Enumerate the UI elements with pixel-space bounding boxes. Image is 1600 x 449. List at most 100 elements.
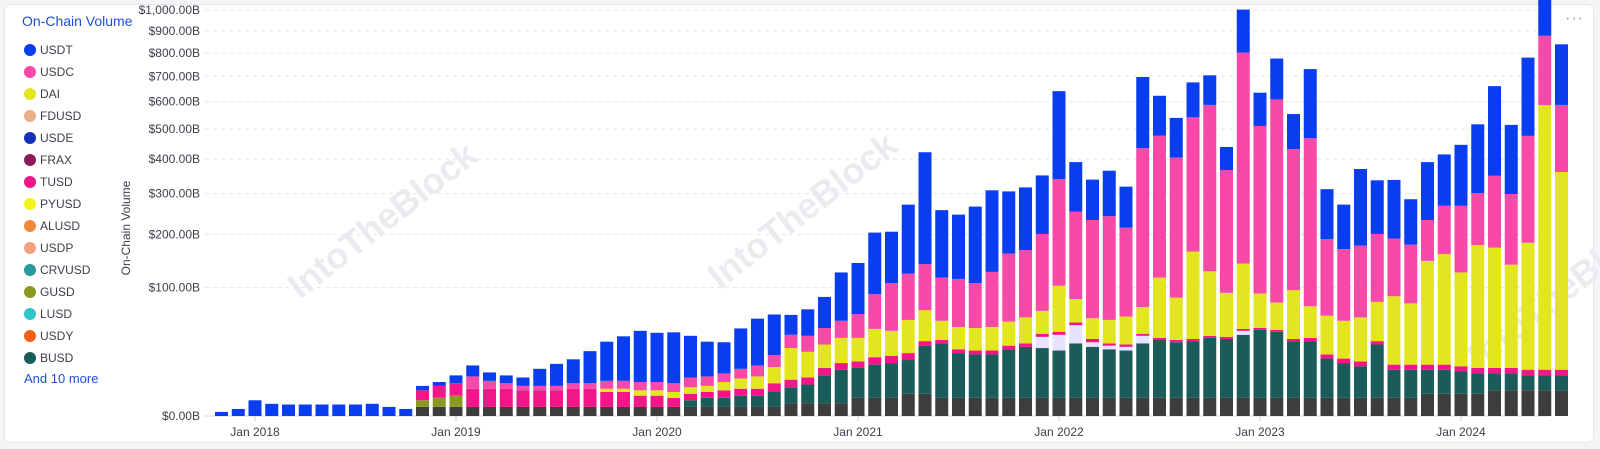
bar-segment-busd[interactable] xyxy=(1153,340,1166,398)
bar-segment-dai[interactable] xyxy=(834,337,848,364)
bar-segment-busd[interactable] xyxy=(1337,363,1351,398)
bar-stack-2022-10[interactable] xyxy=(1203,75,1217,416)
bar-segment-usdc[interactable] xyxy=(952,278,965,328)
bar-stack-2017-11[interactable] xyxy=(215,411,228,416)
bar-stack-2018-08[interactable] xyxy=(365,403,379,416)
bar-segment-usdt[interactable] xyxy=(985,190,999,272)
bar-segment-other[interactable] xyxy=(885,397,898,416)
bar-segment-dai[interactable] xyxy=(818,344,831,368)
bar-segment-other[interactable] xyxy=(1035,397,1049,416)
bar-segment-usdt[interactable] xyxy=(1035,175,1049,234)
bar-segment-usdc[interactable] xyxy=(1287,149,1300,291)
bar-segment-dai[interactable] xyxy=(684,387,697,394)
bar-segment-gusd[interactable] xyxy=(416,400,429,407)
bar-segment-usdc[interactable] xyxy=(851,314,865,338)
bar-segment-busd[interactable] xyxy=(1303,341,1317,398)
bar-segment-gusd[interactable] xyxy=(432,397,446,407)
bar-stack-2022-03[interactable] xyxy=(1086,179,1099,416)
bar-segment-usdt[interactable] xyxy=(1069,162,1083,212)
bar-segment-other[interactable] xyxy=(1086,397,1099,416)
bar-segment-other[interactable] xyxy=(499,406,513,416)
bar-segment-usdc[interactable] xyxy=(868,294,882,329)
bar-segment-usdt[interactable] xyxy=(315,404,329,416)
bar-segment-dai[interactable] xyxy=(1002,321,1016,346)
bar-segment-usdc[interactable] xyxy=(1320,239,1334,316)
bar-segment-usdt[interactable] xyxy=(566,359,580,384)
bar-segment-tusd[interactable] xyxy=(1102,343,1116,346)
bar-stack-2022-06[interactable] xyxy=(1136,77,1150,416)
bar-segment-other[interactable] xyxy=(600,406,614,416)
bar-segment-usdt[interactable] xyxy=(667,332,681,384)
bar-segment-usdt[interactable] xyxy=(1488,86,1501,176)
bar-segment-tusd[interactable] xyxy=(1136,333,1150,336)
bar-segment-other[interactable] xyxy=(550,406,563,416)
bar-segment-tusd[interactable] xyxy=(1555,369,1568,376)
bar-stack-2018-07[interactable] xyxy=(349,404,362,416)
bar-segment-dai[interactable] xyxy=(667,391,681,398)
bar-segment-dai[interactable] xyxy=(734,378,748,389)
bar-stack-2020-04[interactable] xyxy=(700,341,714,416)
bar-segment-pax[interactable] xyxy=(1136,335,1150,344)
bar-segment-busd[interactable] xyxy=(1370,344,1384,398)
bar-segment-other[interactable] xyxy=(784,403,798,416)
bar-segment-tusd[interactable] xyxy=(1370,341,1384,345)
bar-stack-2018-11[interactable] xyxy=(416,385,429,416)
bar-segment-usdc[interactable] xyxy=(1002,253,1016,322)
bar-stack-2023-11[interactable] xyxy=(1421,162,1434,416)
bar-segment-usdt[interactable] xyxy=(885,231,898,284)
bar-segment-dai[interactable] xyxy=(1354,317,1367,362)
bar-segment-usdt[interactable] xyxy=(1019,187,1032,251)
bar-segment-dai[interactable] xyxy=(1337,320,1351,359)
bar-segment-usdt[interactable] xyxy=(231,408,245,416)
bar-segment-usdt[interactable] xyxy=(851,262,865,315)
bar-segment-usdt[interactable] xyxy=(1203,75,1217,105)
bar-segment-tusd[interactable] xyxy=(1404,364,1418,370)
bar-segment-tusd[interactable] xyxy=(1521,369,1535,376)
bar-segment-usdc[interactable] xyxy=(466,376,480,389)
bar-segment-usdc[interactable] xyxy=(1538,35,1552,106)
bar-segment-usdt[interactable] xyxy=(1287,114,1300,150)
bar-segment-other[interactable] xyxy=(851,397,865,416)
bar-segment-usdt[interactable] xyxy=(248,400,262,416)
bar-segment-usdt[interactable] xyxy=(1354,169,1367,246)
more-horizontal-icon[interactable]: ··· xyxy=(1565,10,1584,27)
bar-segment-dai[interactable] xyxy=(1488,247,1501,368)
bar-segment-tusd[interactable] xyxy=(801,377,815,385)
bar-segment-tusd[interactable] xyxy=(1203,335,1217,338)
bar-segment-usdt[interactable] xyxy=(868,232,882,295)
bar-segment-busd[interactable] xyxy=(851,367,865,398)
bar-segment-tusd[interactable] xyxy=(784,379,798,388)
bar-segment-usdt[interactable] xyxy=(801,309,815,336)
bar-stack-2018-04[interactable] xyxy=(298,404,312,416)
bar-segment-usdt[interactable] xyxy=(516,377,530,386)
bar-stack-2022-07[interactable] xyxy=(1153,95,1166,416)
bar-segment-other[interactable] xyxy=(1320,397,1334,416)
legend-item-usdc[interactable]: USDC xyxy=(24,61,98,83)
bar-segment-dai[interactable] xyxy=(851,337,865,362)
bar-segment-tusd[interactable] xyxy=(1538,369,1552,376)
bar-segment-dai[interactable] xyxy=(1404,303,1418,365)
bar-segment-busd[interactable] xyxy=(1186,341,1200,398)
bar-segment-dai[interactable] xyxy=(952,327,965,350)
bar-segment-other[interactable] xyxy=(1521,390,1535,416)
bar-segment-other[interactable] xyxy=(583,406,597,416)
bar-segment-other[interactable] xyxy=(466,406,480,416)
bar-stack-2019-12[interactable] xyxy=(633,330,647,416)
bar-segment-dai[interactable] xyxy=(1320,315,1334,355)
bar-segment-usdc[interactable] xyxy=(684,377,697,388)
bar-segment-tusd[interactable] xyxy=(1270,329,1284,332)
bar-segment-tusd[interactable] xyxy=(751,388,764,396)
bar-segment-dai[interactable] xyxy=(1253,293,1267,328)
bar-segment-other[interactable] xyxy=(834,403,848,416)
bar-stack-2021-10[interactable] xyxy=(1002,191,1016,416)
bar-segment-usdc[interactable] xyxy=(1236,52,1250,264)
bar-segment-tusd[interactable] xyxy=(617,391,630,407)
bar-segment-dai[interactable] xyxy=(968,327,982,351)
bar-segment-dai[interactable] xyxy=(700,385,714,392)
bar-segment-other[interactable] xyxy=(1052,397,1066,416)
bar-segment-usdc[interactable] xyxy=(667,383,681,392)
bar-segment-dai[interactable] xyxy=(801,351,815,378)
bar-segment-dai[interactable] xyxy=(633,390,647,396)
bar-segment-dai[interactable] xyxy=(918,310,932,342)
bar-segment-tusd[interactable] xyxy=(1303,337,1317,342)
